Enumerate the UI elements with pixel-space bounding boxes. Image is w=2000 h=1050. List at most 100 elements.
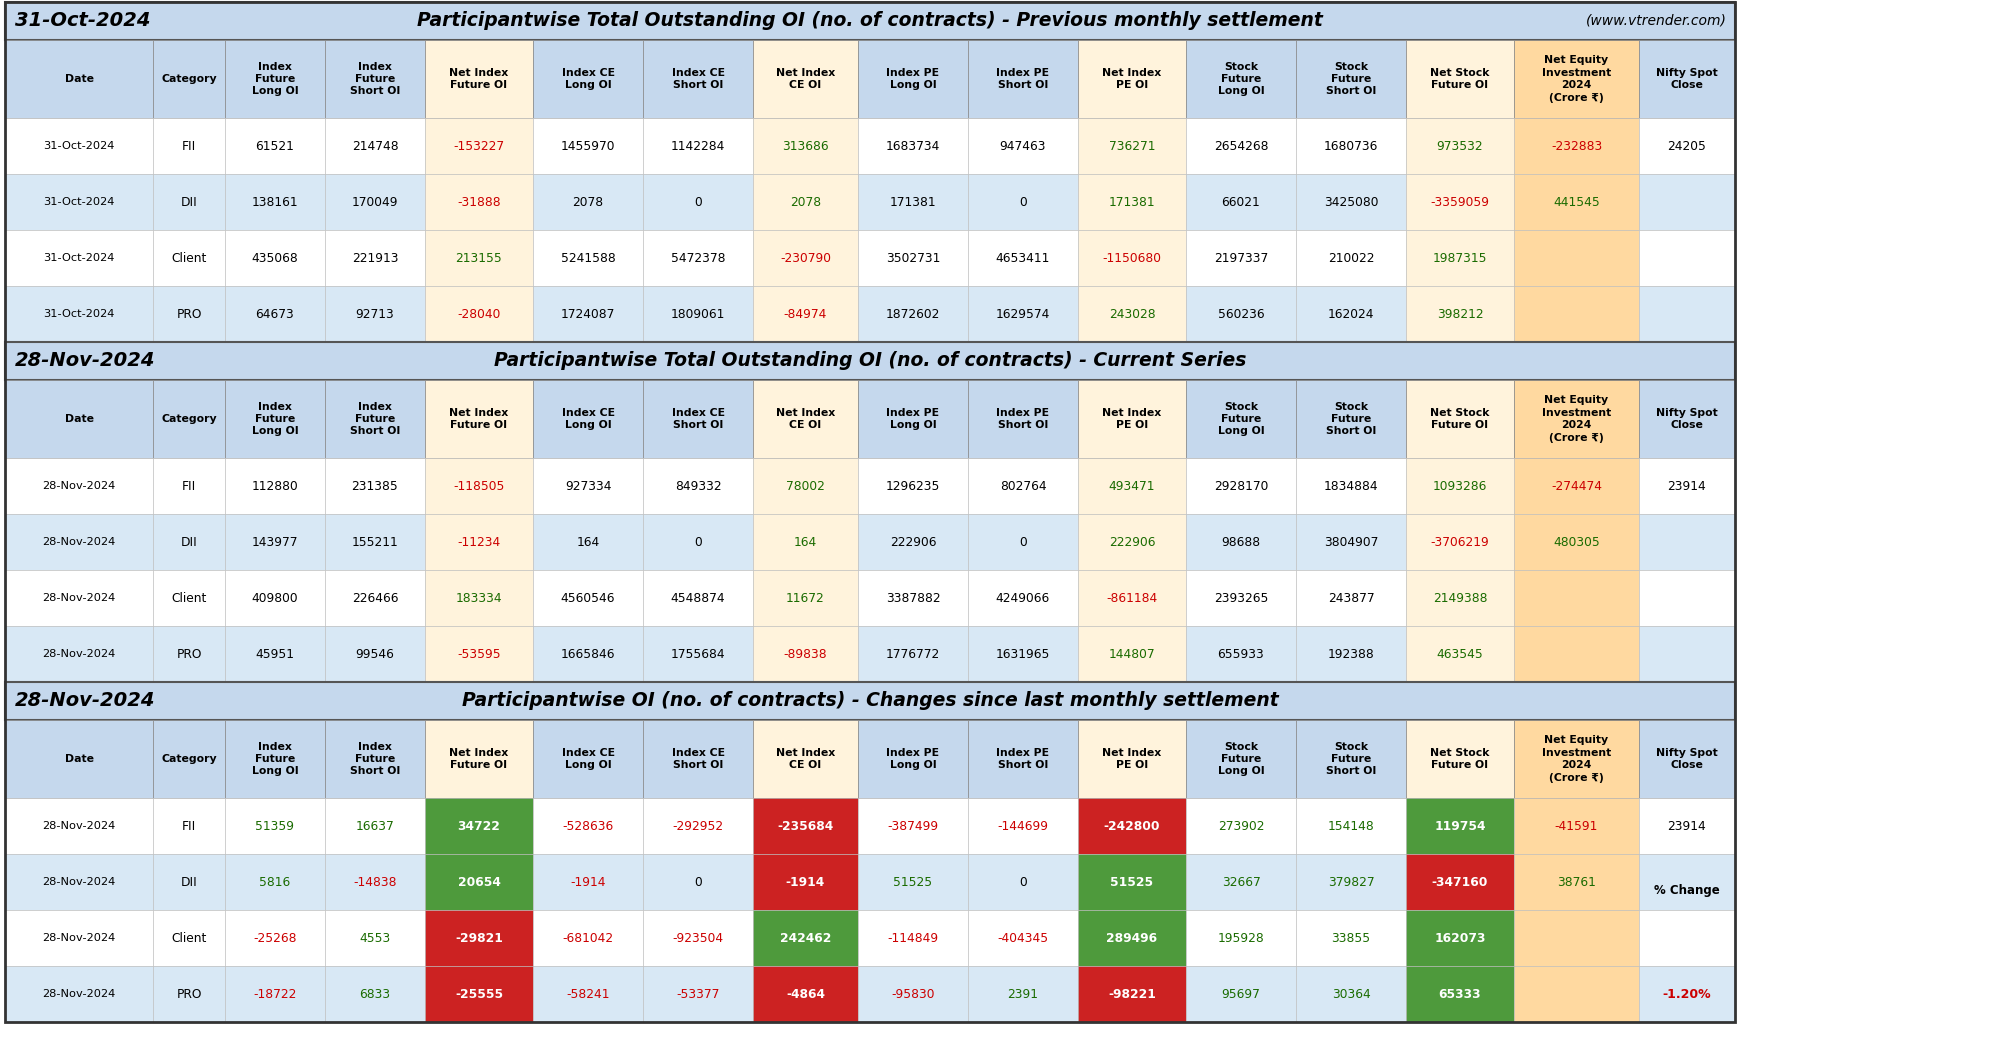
Text: Category: Category [162, 754, 216, 764]
Bar [1296, 514, 1406, 570]
Bar [152, 458, 224, 514]
Bar [1640, 514, 1736, 570]
Text: Category: Category [162, 74, 216, 84]
Text: 3804907: 3804907 [1324, 536, 1378, 548]
Bar [1296, 458, 1406, 514]
Bar [644, 910, 752, 966]
Bar [152, 40, 224, 118]
Text: 802764: 802764 [1000, 480, 1046, 492]
Bar [424, 514, 532, 570]
Bar [858, 854, 968, 910]
Text: 1142284: 1142284 [670, 140, 726, 152]
Bar [224, 174, 324, 230]
Bar [858, 286, 968, 342]
Bar [1186, 40, 1296, 118]
Text: Index PE
Short OI: Index PE Short OI [996, 407, 1050, 430]
Bar [1640, 798, 1736, 854]
Bar [1406, 174, 1514, 230]
Text: 155211: 155211 [352, 536, 398, 548]
Text: Stock
Future
Long OI: Stock Future Long OI [1218, 741, 1264, 776]
Bar [1406, 798, 1514, 854]
Text: -1.20%: -1.20% [1662, 987, 1712, 1001]
Bar [1078, 118, 1186, 174]
Text: -84974: -84974 [784, 308, 828, 320]
Bar [1078, 570, 1186, 626]
Text: -292952: -292952 [672, 819, 724, 833]
Bar [1186, 380, 1296, 458]
Text: DII: DII [180, 195, 198, 209]
Bar [1514, 966, 1640, 1022]
Text: 213155: 213155 [456, 252, 502, 265]
Text: 98688: 98688 [1222, 536, 1260, 548]
Text: Index
Future
Long OI: Index Future Long OI [252, 62, 298, 97]
Text: Participantwise Total Outstanding OI (no. of contracts) - Previous monthly settl: Participantwise Total Outstanding OI (no… [418, 12, 1322, 30]
Bar [424, 286, 532, 342]
Bar [1640, 40, 1736, 118]
Text: 0: 0 [1020, 195, 1026, 209]
Bar [1514, 174, 1640, 230]
Bar [424, 380, 532, 458]
Bar [1406, 626, 1514, 682]
Text: Net Index
Future OI: Net Index Future OI [450, 68, 508, 90]
Bar [532, 966, 644, 1022]
Bar [152, 910, 224, 966]
Text: 2078: 2078 [572, 195, 604, 209]
Text: Net Stock
Future OI: Net Stock Future OI [1430, 407, 1490, 430]
Bar [424, 798, 532, 854]
Text: 99546: 99546 [356, 648, 394, 660]
Bar [224, 458, 324, 514]
Bar [858, 570, 968, 626]
Text: Net Stock
Future OI: Net Stock Future OI [1430, 748, 1490, 771]
Bar [4, 230, 152, 286]
Text: 4560546: 4560546 [560, 591, 616, 605]
Bar [968, 230, 1078, 286]
Text: 493471: 493471 [1108, 480, 1156, 492]
Bar [1186, 458, 1296, 514]
Bar [1186, 174, 1296, 230]
Text: 4548874: 4548874 [670, 591, 726, 605]
Text: 0: 0 [1020, 536, 1026, 548]
Bar [752, 230, 858, 286]
Text: 162024: 162024 [1328, 308, 1374, 320]
Bar [752, 174, 858, 230]
Bar [1514, 798, 1640, 854]
Text: -18722: -18722 [254, 987, 296, 1001]
Bar [152, 626, 224, 682]
Bar [224, 720, 324, 798]
Bar [4, 2, 1736, 40]
Text: 20654: 20654 [458, 876, 500, 888]
Bar [1640, 720, 1736, 798]
Text: -89838: -89838 [784, 648, 828, 660]
Text: PRO: PRO [176, 308, 202, 320]
Text: 435068: 435068 [252, 252, 298, 265]
Bar [4, 720, 152, 798]
Text: -114849: -114849 [888, 931, 938, 945]
Bar [324, 626, 424, 682]
Text: 28-Nov-2024: 28-Nov-2024 [16, 692, 156, 711]
Bar [858, 626, 968, 682]
Bar [532, 118, 644, 174]
Bar [1406, 286, 1514, 342]
Text: Participantwise OI (no. of contracts) - Changes since last monthly settlement: Participantwise OI (no. of contracts) - … [462, 692, 1278, 711]
Bar [858, 118, 968, 174]
Text: Net Index
PE OI: Net Index PE OI [1102, 407, 1162, 430]
Text: 927334: 927334 [564, 480, 612, 492]
Bar [1514, 118, 1640, 174]
Text: Index
Future
Short OI: Index Future Short OI [350, 62, 400, 97]
Text: 5241588: 5241588 [560, 252, 616, 265]
Bar [1078, 458, 1186, 514]
Text: -242800: -242800 [1104, 819, 1160, 833]
Text: 171381: 171381 [1108, 195, 1156, 209]
Bar [1640, 910, 1736, 966]
Bar [968, 966, 1078, 1022]
Text: 2197337: 2197337 [1214, 252, 1268, 265]
Text: Stock
Future
Long OI: Stock Future Long OI [1218, 62, 1264, 97]
Text: 112880: 112880 [252, 480, 298, 492]
Bar [224, 626, 324, 682]
Text: 28-Nov-2024: 28-Nov-2024 [42, 989, 116, 999]
Bar [1514, 514, 1640, 570]
Text: 1629574: 1629574 [996, 308, 1050, 320]
Text: 51525: 51525 [894, 876, 932, 888]
Text: 4553: 4553 [360, 931, 390, 945]
Bar [1406, 40, 1514, 118]
